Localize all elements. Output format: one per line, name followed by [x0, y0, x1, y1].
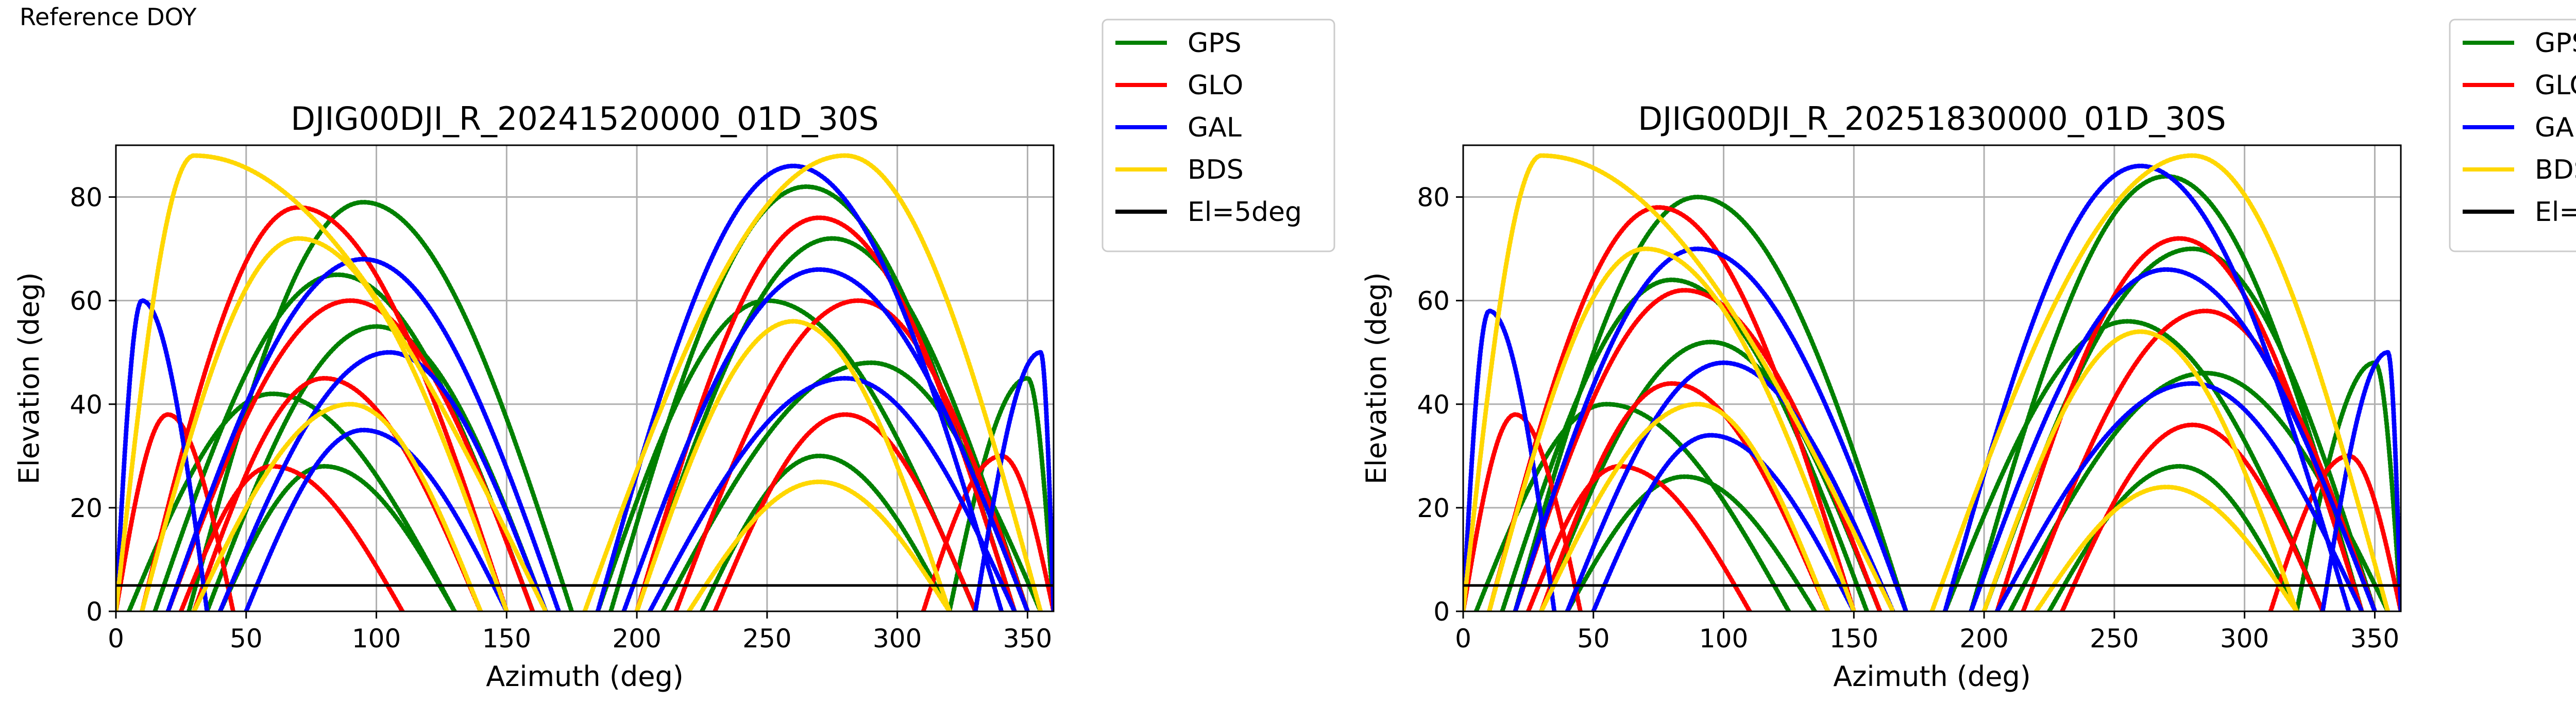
satellite-track: [1463, 412, 1583, 611]
legend-label: GLO: [2535, 70, 2576, 101]
y-tick-label: 60: [70, 286, 103, 316]
x-tick-label: 0: [1455, 624, 1471, 654]
satellite-track: [634, 236, 1030, 611]
satellite-track: [116, 153, 548, 611]
legend-label: GPS: [2535, 28, 2576, 59]
x-tick-label: 150: [1829, 624, 1878, 654]
x-tick-label: 150: [482, 624, 531, 654]
x-tick-label: 100: [352, 624, 401, 654]
satellite-track: [582, 153, 1043, 611]
x-tick-label: 50: [230, 624, 263, 654]
y-tick-label: 60: [1417, 286, 1450, 316]
satellite-track: [165, 298, 535, 611]
series-gal: [116, 163, 1054, 611]
satellite-track: [1513, 246, 1908, 611]
legend-label: BDS: [1188, 155, 1244, 185]
axes-frame: [115, 144, 1055, 612]
satellite-track: [244, 427, 509, 611]
chart-panel-2: 0 50 100 150 200 250 300 350 0 20 40 60 80 DJIG00DJI_…: [1360, 19, 2576, 693]
y-tick-label: 80: [1417, 183, 1450, 213]
satellite-track: [1969, 267, 2377, 611]
x-tick-label: 100: [1699, 624, 1748, 654]
y-axis-label: Elevation (deg): [13, 272, 45, 485]
x-tick-label: 0: [108, 624, 124, 654]
satellite-track: [686, 479, 952, 611]
legend-label: GAL: [2535, 112, 2576, 143]
satellite-track: [1463, 308, 1557, 611]
legend-label: El=5deg: [1188, 197, 1302, 228]
chart-title: DJIG00DJI_R_20241520000_01D_30S: [291, 100, 878, 138]
satellite-track: [647, 375, 1017, 611]
chart-panel-1: 0 50 100 150 200 250 300 350 0 20 40 60 80 DJIG00DJI_…: [13, 19, 1335, 693]
series-gal: [1463, 163, 2401, 611]
satellite-track: [1463, 153, 1895, 611]
satellite-track: [116, 412, 235, 611]
y-tick-label: 0: [1433, 597, 1450, 627]
chart-title: DJIG00DJI_R_20251830000_01D_30S: [1638, 100, 2226, 138]
legend: GPS GLO GAL BDS El=5deg: [1101, 19, 1335, 252]
satellite-track: [140, 236, 509, 611]
legend-label: GAL: [1188, 112, 1242, 143]
satellite-track: [621, 267, 1030, 611]
legend-label: El=5deg: [2535, 197, 2576, 228]
x-tick-label: 200: [612, 624, 661, 654]
data-area: [1463, 153, 2401, 611]
y-tick-label: 20: [1417, 493, 1450, 523]
legend-box: [1101, 19, 1335, 252]
series-gps: [126, 184, 1054, 611]
satellite-track: [673, 298, 1030, 611]
x-tick-label: 300: [2220, 624, 2269, 654]
data-area: [116, 153, 1054, 611]
x-tick-label: 200: [1959, 624, 2008, 654]
satellite-track: [1994, 381, 2364, 611]
series-bds: [116, 153, 1043, 611]
y-tick-label: 20: [70, 493, 103, 523]
satellite-track: [192, 402, 483, 611]
x-tick-label: 350: [2350, 624, 2399, 654]
satellite-track: [217, 350, 548, 611]
satellite-track: [1487, 246, 1856, 611]
x-axis-label: Azimuth (deg): [486, 660, 684, 693]
reference-doy-label: Reference DOY: [20, 3, 197, 31]
x-tick-label: 300: [873, 624, 922, 654]
satellite-track: [2033, 485, 2299, 611]
satellite-track: [126, 391, 457, 611]
satellite-track: [1942, 319, 2325, 611]
satellite-track: [1981, 329, 2299, 611]
y-axis-label: Elevation (deg): [1360, 272, 1393, 485]
satellite-track: [1591, 433, 1856, 611]
y-tick-label: 40: [70, 390, 103, 420]
series-bds: [1463, 153, 2391, 611]
y-tick-label: 80: [70, 183, 103, 213]
y-tick-label: 40: [1417, 390, 1450, 420]
satellite-track: [1565, 360, 1895, 611]
x-tick-label: 250: [2090, 624, 2139, 654]
satellite-track: [140, 205, 509, 611]
x-tick-label: 350: [1003, 624, 1052, 654]
satellite-track: [634, 319, 952, 611]
satellite-track: [217, 464, 457, 611]
y-tick-label: 0: [86, 597, 103, 627]
legend-label: GPS: [1188, 28, 1242, 59]
x-axis-label: Azimuth (deg): [1833, 660, 2031, 693]
satellite-track: [2047, 464, 2299, 611]
satellite-track: [973, 350, 1054, 611]
satellite-track: [2320, 350, 2401, 611]
legend-label: BDS: [2535, 155, 2576, 185]
x-tick-label: 50: [1577, 624, 1610, 654]
satellite-track: [1929, 153, 2391, 611]
legend: GPS GLO GAL BDS El=5deg: [2449, 19, 2576, 252]
satellite-track: [1539, 381, 1831, 611]
legend-label: GLO: [1188, 70, 1243, 101]
satellite-track: [1565, 474, 1817, 611]
satellite-track: [1539, 402, 1831, 611]
axes-frame: [1462, 144, 2402, 612]
legend-box: [2449, 19, 2576, 252]
satellite-track: [165, 256, 561, 611]
x-tick-label: 250: [742, 624, 791, 654]
